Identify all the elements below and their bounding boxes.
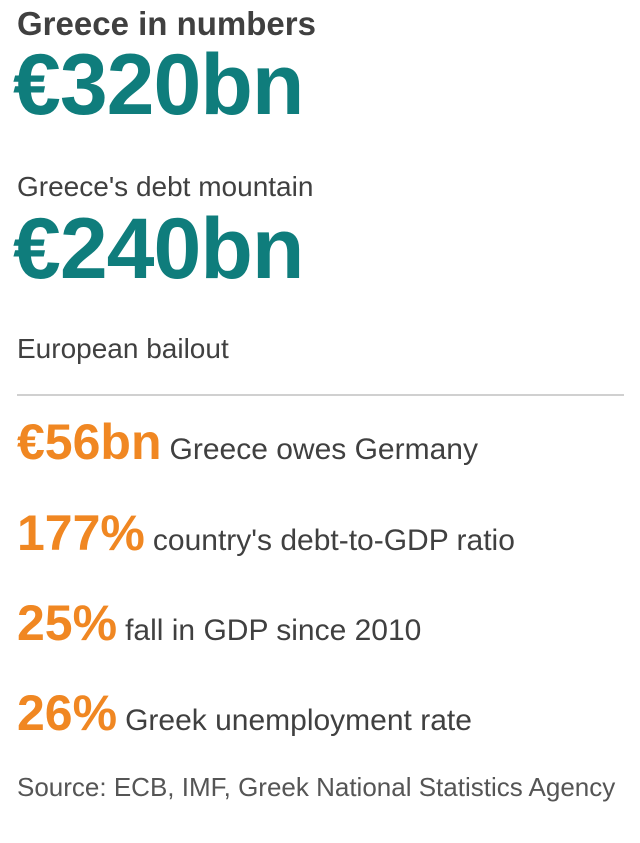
stat-label: country's debt-to-GDP ratio bbox=[152, 524, 515, 557]
source-note: Source: ECB, IMF, Greek National Statist… bbox=[17, 772, 616, 802]
stat-value: €56bn bbox=[17, 414, 162, 470]
stat-row-debt-ratio: 177% country's debt-to-GDP ratio bbox=[17, 505, 515, 561]
section-divider bbox=[17, 394, 624, 396]
stat-label: fall in GDP since 2010 bbox=[125, 614, 422, 647]
stat-value: 26% bbox=[17, 685, 118, 741]
stat-row-germany: €56bn Greece owes Germany bbox=[17, 414, 478, 470]
infographic-title: Greece in numbers bbox=[17, 5, 316, 42]
headline-value-bailout: €240bn bbox=[13, 201, 304, 297]
stat-label: Greece owes Germany bbox=[169, 433, 478, 466]
stat-value: 177% bbox=[17, 505, 145, 561]
stat-label: Greek unemployment rate bbox=[125, 704, 472, 737]
headline-label-debt: Greece's debt mountain bbox=[17, 171, 314, 202]
headline-label-bailout: European bailout bbox=[17, 333, 229, 364]
stat-row-gdp-fall: 25% fall in GDP since 2010 bbox=[17, 595, 421, 651]
headline-value-debt: €320bn bbox=[13, 37, 304, 133]
stat-row-unemployment: 26% Greek unemployment rate bbox=[17, 685, 472, 741]
stat-value: 25% bbox=[17, 595, 118, 651]
